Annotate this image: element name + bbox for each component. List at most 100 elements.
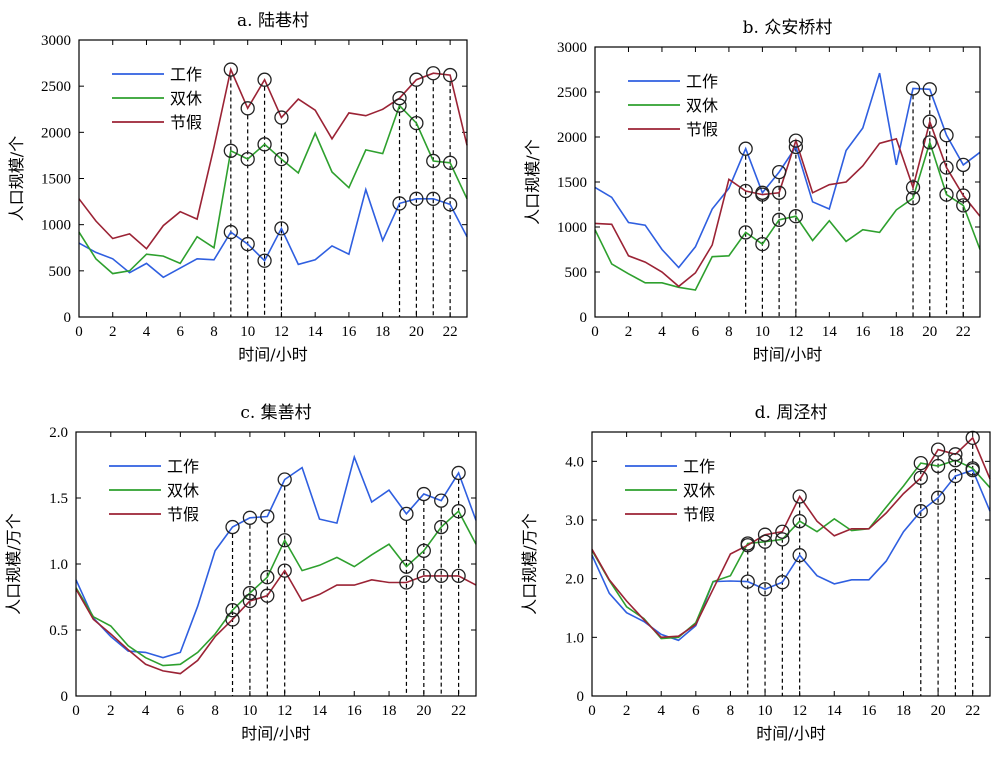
data-point-marker	[965, 461, 980, 476]
x-tick-label: 10	[242, 703, 257, 719]
data-point-marker	[451, 504, 466, 519]
data-point-marker	[930, 490, 946, 505]
data-point-marker	[426, 153, 441, 169]
data-point-marker	[434, 519, 449, 535]
y-tick-label: 2.0	[565, 572, 584, 588]
data-point-marker	[913, 455, 928, 471]
y-tick-label: 0.5	[49, 623, 68, 639]
data-point-marker	[257, 253, 272, 268]
x-tick-label: 22	[451, 703, 466, 719]
data-point-marker	[277, 533, 292, 548]
series-line-双休	[75, 509, 477, 667]
y-axis-label: 人口规模/万个	[4, 513, 23, 614]
data-point-marker	[242, 585, 258, 601]
data-point-marker	[922, 135, 937, 150]
y-axis-label: 人口规模/个	[523, 139, 542, 224]
data-point-marker	[434, 493, 449, 508]
data-point-marker	[451, 465, 466, 481]
data-point-marker	[240, 236, 255, 252]
x-axis-label: 时间/小时	[756, 724, 825, 743]
data-point-marker	[939, 160, 954, 175]
data-point-marker	[416, 568, 431, 584]
data-point-marker	[223, 224, 238, 240]
x-tick-label: 0	[591, 324, 599, 340]
y-tick-label: 4.0	[565, 454, 584, 470]
x-tick-label: 16	[855, 324, 871, 340]
y-tick-label: 2000	[41, 125, 71, 141]
y-tick-label: 1500	[557, 175, 587, 191]
x-tick-label: 12	[277, 703, 292, 719]
y-tick-label: 0	[61, 689, 69, 705]
x-tick-label: 8	[727, 703, 735, 719]
x-tick-label: 10	[240, 324, 255, 340]
data-point-marker	[409, 115, 424, 131]
x-tick-label: 12	[792, 703, 807, 719]
y-tick-label: 2.0	[49, 425, 68, 441]
x-axis-label: 时间/小时	[753, 345, 822, 364]
data-point-marker	[948, 468, 963, 484]
data-point-marker	[409, 72, 424, 87]
x-tick-label: 16	[861, 703, 877, 719]
x-axis-label: 时间/小时	[241, 724, 310, 743]
data-point-marker	[257, 137, 272, 152]
x-tick-label: 18	[382, 703, 397, 719]
y-axis-label: 人口规模/万个	[520, 513, 539, 614]
x-tick-label: 2	[623, 703, 631, 719]
x-tick-label: 22	[965, 703, 980, 719]
x-axis-label: 时间/小时	[238, 345, 307, 364]
chart-panel-1: a. 陆巷村 0 2 4 6 8 10 12 14 16 18 20 22 0 500 1000 1500 200…	[7, 11, 468, 364]
data-point-marker	[956, 198, 971, 213]
data-point-marker	[225, 519, 240, 535]
x-tick-label: 10	[758, 703, 773, 719]
data-point-marker	[792, 489, 807, 504]
data-point-marker	[409, 191, 424, 206]
data-point-marker	[965, 430, 980, 446]
data-point-marker	[913, 504, 928, 519]
x-tick-label: 22	[443, 324, 458, 340]
x-tick-label: 14	[822, 324, 838, 340]
legend-label: 双休	[683, 481, 715, 500]
data-point-marker	[392, 196, 407, 211]
data-point-marker	[274, 110, 289, 125]
x-tick-label: 12	[274, 324, 289, 340]
y-tick-label: 1500	[41, 172, 71, 188]
legend-label: 双休	[686, 96, 718, 115]
y-tick-label: 3000	[557, 40, 587, 56]
data-point-marker	[242, 510, 258, 525]
data-point-marker	[771, 185, 787, 200]
x-tick-label: 14	[827, 703, 843, 719]
chart-title: b. 众安桥村	[743, 18, 833, 38]
data-point-marker	[740, 538, 755, 553]
y-tick-label: 500	[565, 265, 588, 281]
chart-title: c. 集善村	[240, 403, 311, 423]
data-point-marker	[274, 151, 289, 167]
legend-label: 双休	[167, 481, 199, 500]
data-point-marker	[939, 128, 954, 143]
x-tick-label: 16	[347, 703, 363, 719]
x-tick-label: 0	[75, 324, 83, 340]
data-point-marker	[939, 187, 954, 202]
data-point-marker	[399, 506, 414, 521]
data-point-marker	[792, 548, 807, 563]
x-tick-label: 6	[177, 703, 185, 719]
data-point-marker	[426, 191, 441, 206]
x-tick-label: 20	[416, 703, 431, 719]
x-tick-label: 0	[72, 703, 80, 719]
data-point-marker	[399, 559, 414, 574]
data-point-marker	[956, 157, 971, 173]
data-point-marker	[225, 612, 240, 627]
data-point-marker	[426, 66, 441, 81]
data-point-marker	[930, 442, 946, 457]
series-line-双休	[594, 139, 981, 291]
chart-title: d. 周泾村	[755, 403, 828, 423]
data-point-marker	[771, 212, 787, 227]
data-point-marker	[240, 151, 255, 167]
plot-frame	[591, 431, 991, 697]
y-tick-label: 0	[580, 310, 588, 326]
data-point-marker	[242, 593, 258, 609]
x-tick-label: 8	[211, 703, 219, 719]
chart-panel-4: d. 周泾村 0 2 4 6 8 10 12 14 16 18 20 22 0 1.0 2.0 3.0 4.0 时间…	[520, 403, 991, 743]
x-tick-label: 20	[409, 324, 424, 340]
data-point-marker	[757, 527, 773, 542]
data-point-marker	[738, 225, 753, 240]
